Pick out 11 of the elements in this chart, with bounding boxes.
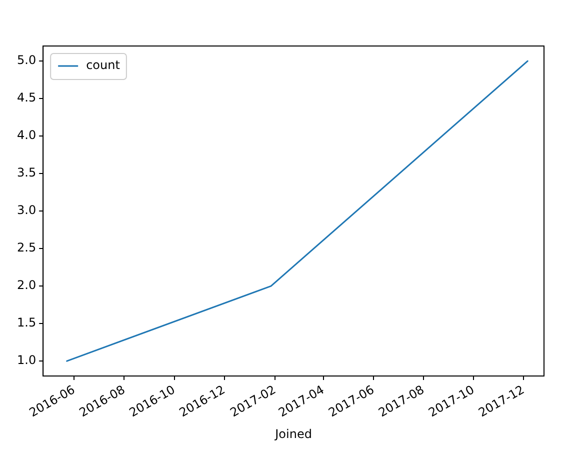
y-tick-label: 4.0: [16, 128, 36, 142]
y-tick-label: 4.5: [16, 90, 36, 105]
y-tick-label: 2.0: [16, 278, 36, 292]
y-tick-label: 2.5: [16, 240, 36, 255]
y-tick-label: 1.0: [16, 353, 36, 368]
y-tick-label: 5.0: [16, 53, 36, 68]
y-tick-label: 3.5: [16, 166, 36, 180]
y-tick-label: 1.5: [16, 316, 36, 330]
y-tick-label: 3.0: [16, 203, 36, 218]
x-axis-title: Joined: [274, 426, 312, 441]
legend-label: count: [86, 58, 120, 72]
